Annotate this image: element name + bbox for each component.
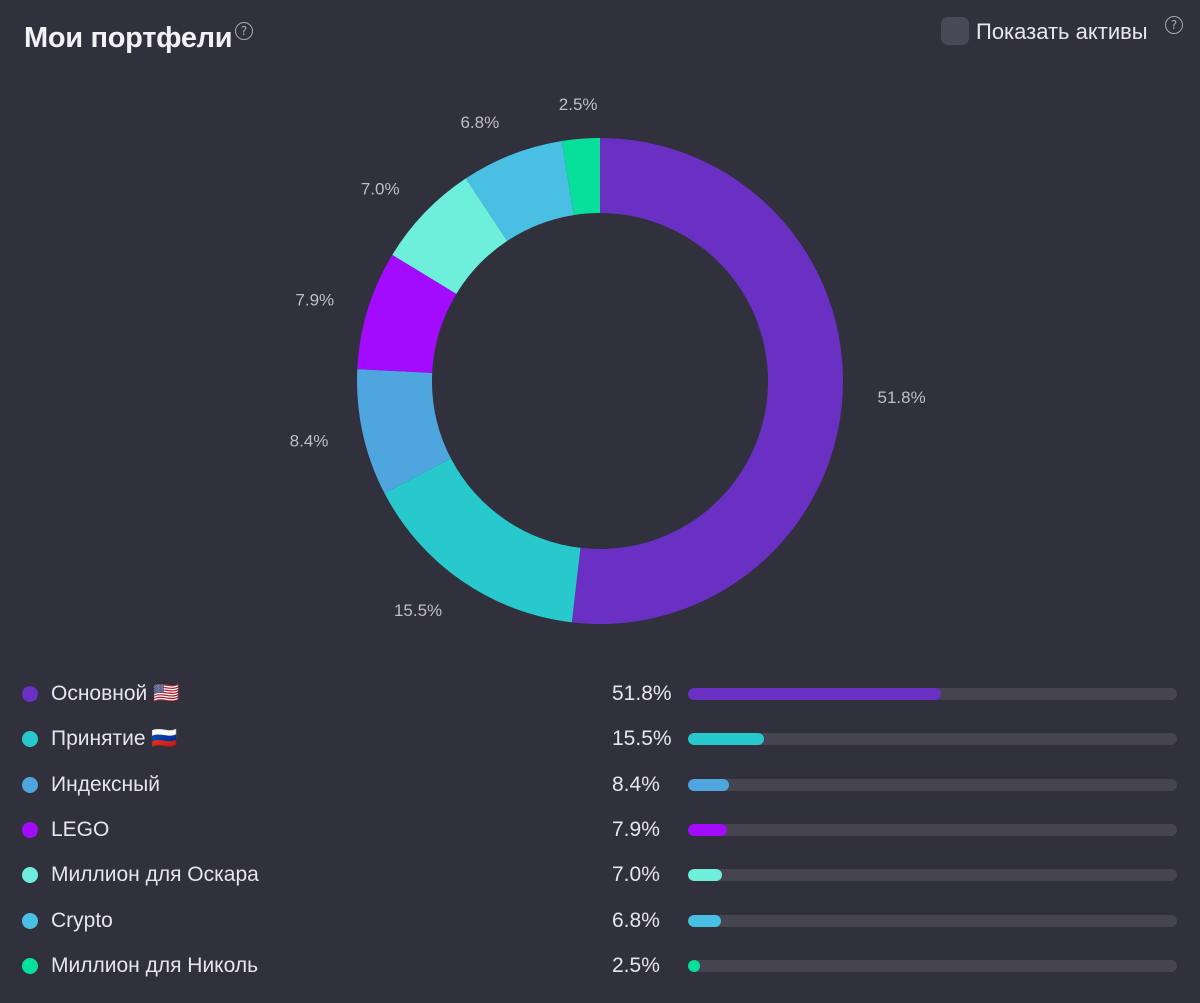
share-bar-track: [688, 778, 1177, 791]
slice-data-label: 15.5%: [394, 601, 442, 620]
legend-color-dot: [22, 686, 38, 702]
legend-item-name: Миллион для Оскара: [51, 863, 259, 887]
legend-item-name: Crypto: [51, 908, 113, 932]
legend-item[interactable]: Индексный 8.4%: [0, 770, 1200, 800]
donut-slice[interactable]: [392, 178, 508, 294]
legend-item-name: Основной 🇺🇸: [51, 682, 180, 705]
share-bar-fill: [688, 914, 722, 927]
share-bar-fill: [688, 733, 764, 746]
donut-slice[interactable]: [465, 140, 574, 241]
legend-item[interactable]: Миллион для Оскара 7.0%: [0, 860, 1200, 890]
share-bar-track: [688, 914, 1177, 927]
legend-item[interactable]: Crypto 6.8%: [0, 906, 1200, 936]
donut-chart: 51.8% 15.5% 8.4% 7.9% 7.0% 6.8% 2.5%: [290, 95, 926, 624]
legend-color-dot: [22, 867, 38, 884]
legend-item[interactable]: Миллион для Николь 2.5%: [0, 951, 1200, 981]
share-bar-track: [688, 869, 1177, 882]
legend-color-dot: [22, 912, 38, 929]
share-bar-track: [688, 688, 1177, 700]
donut-slice[interactable]: [561, 138, 600, 216]
share-bar-track: [688, 733, 1177, 746]
legend-item[interactable]: Основной 🇺🇸 51.8%: [0, 679, 1200, 709]
legend-item-percent: 2.5%: [612, 953, 660, 977]
slice-data-label: 51.8%: [878, 388, 926, 407]
slice-data-label: 2.5%: [559, 95, 598, 114]
share-bar-fill: [688, 778, 730, 791]
legend-item-percent: 6.8%: [612, 908, 660, 932]
legend-color-dot: [22, 731, 38, 748]
share-bar-fill: [688, 869, 723, 882]
show-assets-label[interactable]: Показать активы: [976, 19, 1148, 44]
donut-slice[interactable]: [571, 138, 843, 624]
share-bar-fill: [688, 959, 701, 972]
page-title: Мои портфели: [24, 22, 233, 54]
help-icon[interactable]: ?: [1165, 16, 1183, 34]
slice-data-label: 7.0%: [361, 179, 400, 198]
legend-color-dot: [22, 957, 38, 974]
share-bar-track: [688, 823, 1177, 836]
donut-slice[interactable]: [357, 369, 451, 494]
legend-item[interactable]: LEGO 7.9%: [0, 815, 1200, 845]
legend-item-name: Принятие 🇷🇺: [51, 727, 178, 751]
legend-item-name: Индексный: [51, 772, 160, 796]
legend-item-percent: 51.8%: [612, 682, 672, 705]
legend-item-name: LEGO: [51, 817, 110, 841]
share-bar-fill: [688, 688, 942, 700]
slice-data-label: 6.8%: [460, 113, 499, 132]
legend-color-dot: [22, 776, 38, 793]
help-icon[interactable]: ?: [235, 22, 253, 40]
donut-slice[interactable]: [384, 458, 581, 623]
legend-item-percent: 7.9%: [612, 817, 660, 841]
legend-item-percent: 7.0%: [612, 863, 660, 887]
legend-item-percent: 8.4%: [612, 772, 660, 796]
slice-data-label: 7.9%: [295, 291, 334, 310]
legend-item[interactable]: Принятие 🇷🇺 15.5%: [0, 724, 1200, 754]
legend-color-dot: [22, 821, 38, 838]
donut-slice[interactable]: [357, 254, 457, 373]
show-assets-checkbox[interactable]: [941, 17, 969, 45]
legend-item-name: Миллион для Николь: [51, 953, 259, 977]
share-bar-track: [688, 959, 1177, 972]
legend-item-percent: 15.5%: [612, 727, 672, 751]
slice-data-label: 8.4%: [290, 431, 329, 450]
share-bar-fill: [688, 823, 727, 836]
